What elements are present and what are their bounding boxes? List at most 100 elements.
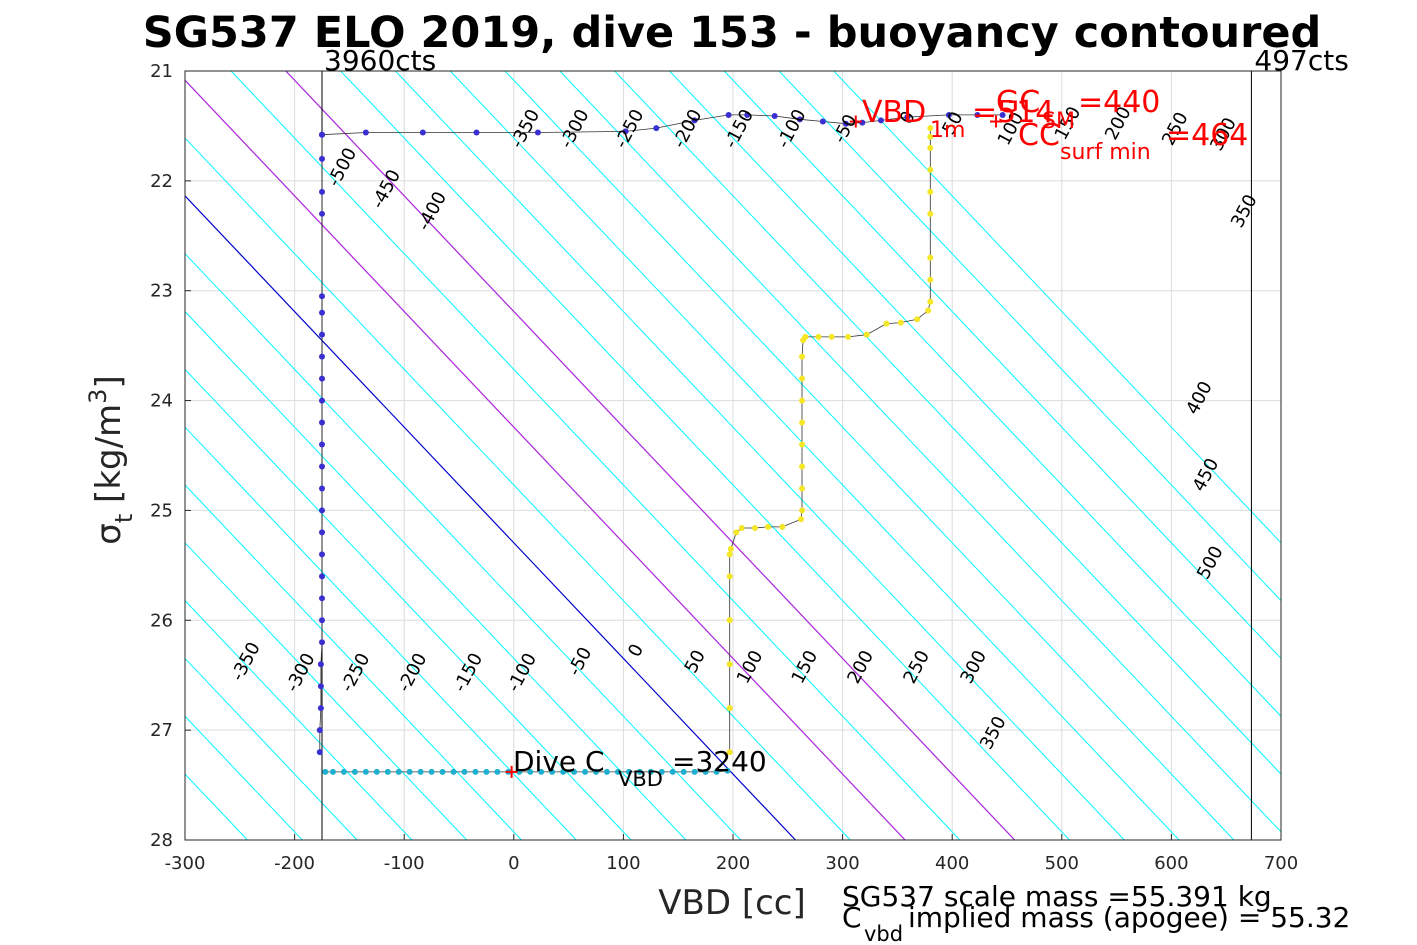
contour-line	[395, 71, 1125, 840]
y-axis-close: ]	[89, 375, 129, 388]
data-point	[726, 705, 733, 712]
data-point	[771, 113, 778, 120]
data-point	[828, 333, 835, 340]
data-point	[516, 768, 523, 775]
data-point	[927, 276, 934, 283]
cc-label: CC	[1018, 118, 1060, 153]
x-tick-label: -300	[165, 853, 206, 874]
contour-line	[185, 484, 522, 840]
vbd-1m-value: =514	[972, 95, 1054, 130]
count-label: 3960cts	[324, 44, 436, 77]
contour-line	[185, 310, 687, 840]
data-point	[625, 768, 632, 775]
x-tick-label: 100	[606, 853, 640, 874]
implied-mass-c: C	[842, 901, 862, 934]
y-tick-label: 23	[150, 281, 173, 302]
data-point	[316, 749, 323, 756]
y-tick-label: 26	[150, 610, 173, 631]
data-point	[319, 331, 325, 338]
data-point	[647, 768, 654, 775]
vbd-1m-sub: 1m	[930, 118, 965, 143]
data-point	[373, 768, 380, 775]
data-point	[593, 768, 599, 775]
data-point	[725, 111, 732, 118]
x-tick-label: 300	[825, 853, 859, 874]
data-point	[319, 595, 325, 602]
gc-label: GC	[996, 85, 1040, 120]
contour-line	[185, 137, 851, 840]
x-tick-label: 700	[1264, 853, 1298, 874]
cc-sub: surf min	[1060, 140, 1151, 165]
plus-marker	[849, 115, 862, 128]
data-point	[799, 375, 806, 382]
data-point	[925, 307, 932, 314]
data-point	[317, 705, 324, 712]
contour-line	[449, 71, 1180, 840]
data-point	[653, 125, 660, 132]
sm-sub: SM	[1042, 109, 1075, 134]
contour-line	[185, 657, 358, 840]
data-point	[340, 768, 347, 775]
mass-notes: SG537 scale mass =55.391 kg C vbd implie…	[842, 880, 1350, 945]
data-point	[713, 768, 720, 775]
data-point	[439, 768, 446, 775]
data-point	[733, 529, 740, 536]
data-point	[319, 155, 325, 162]
data-point	[799, 463, 806, 470]
data-point	[461, 768, 468, 775]
plus-marker	[990, 115, 1003, 128]
x-tick-label: 0	[508, 853, 519, 874]
y-tick-label: 27	[150, 720, 173, 741]
data-point	[765, 523, 772, 530]
data-point	[614, 768, 621, 775]
data-point	[319, 507, 325, 514]
contour-line	[185, 599, 413, 840]
data-point	[450, 768, 457, 775]
x-tick-label: 400	[935, 853, 969, 874]
contour-line	[185, 195, 796, 840]
data-point	[914, 316, 921, 323]
contour-line	[559, 71, 1281, 833]
data-point	[319, 639, 325, 646]
data-point	[897, 319, 904, 326]
data-point	[927, 144, 934, 151]
data-point	[317, 661, 324, 668]
contour-line	[778, 71, 1281, 602]
contour-line	[833, 71, 1281, 544]
x-axis-label: VBD [cc]	[658, 883, 806, 923]
contour-line	[185, 542, 468, 840]
data-point	[727, 545, 734, 552]
data-point	[799, 507, 806, 514]
data-point	[863, 331, 870, 338]
data-point	[802, 333, 809, 340]
data-point	[726, 551, 733, 558]
data-point	[319, 463, 325, 470]
data-point	[319, 529, 325, 536]
scale-mass-text: SG537 scale mass =55.391 kg	[842, 880, 1272, 913]
data-point	[319, 309, 325, 316]
data-point	[527, 768, 534, 775]
data-point	[974, 111, 981, 118]
x-tick-label: 600	[1154, 853, 1188, 874]
data-point	[622, 128, 629, 135]
markers	[505, 115, 1003, 778]
buoyancy-contours	[185, 71, 1281, 840]
data-point	[428, 768, 435, 775]
series-trace	[729, 128, 931, 753]
count-labels: 3960cts 497cts	[324, 44, 1349, 77]
data-point	[417, 768, 424, 775]
data-point	[815, 333, 822, 340]
data-point	[842, 120, 849, 127]
data-point	[945, 111, 952, 118]
data-point	[317, 683, 324, 690]
data-point	[319, 210, 325, 217]
plus-marker	[505, 765, 518, 778]
data-point	[799, 419, 806, 426]
dive-c-label: Dive C	[513, 745, 605, 778]
data-point	[726, 749, 733, 756]
data-point	[751, 525, 758, 532]
contour-line	[723, 71, 1281, 660]
data-point	[904, 114, 911, 121]
contour-line	[504, 71, 1235, 840]
